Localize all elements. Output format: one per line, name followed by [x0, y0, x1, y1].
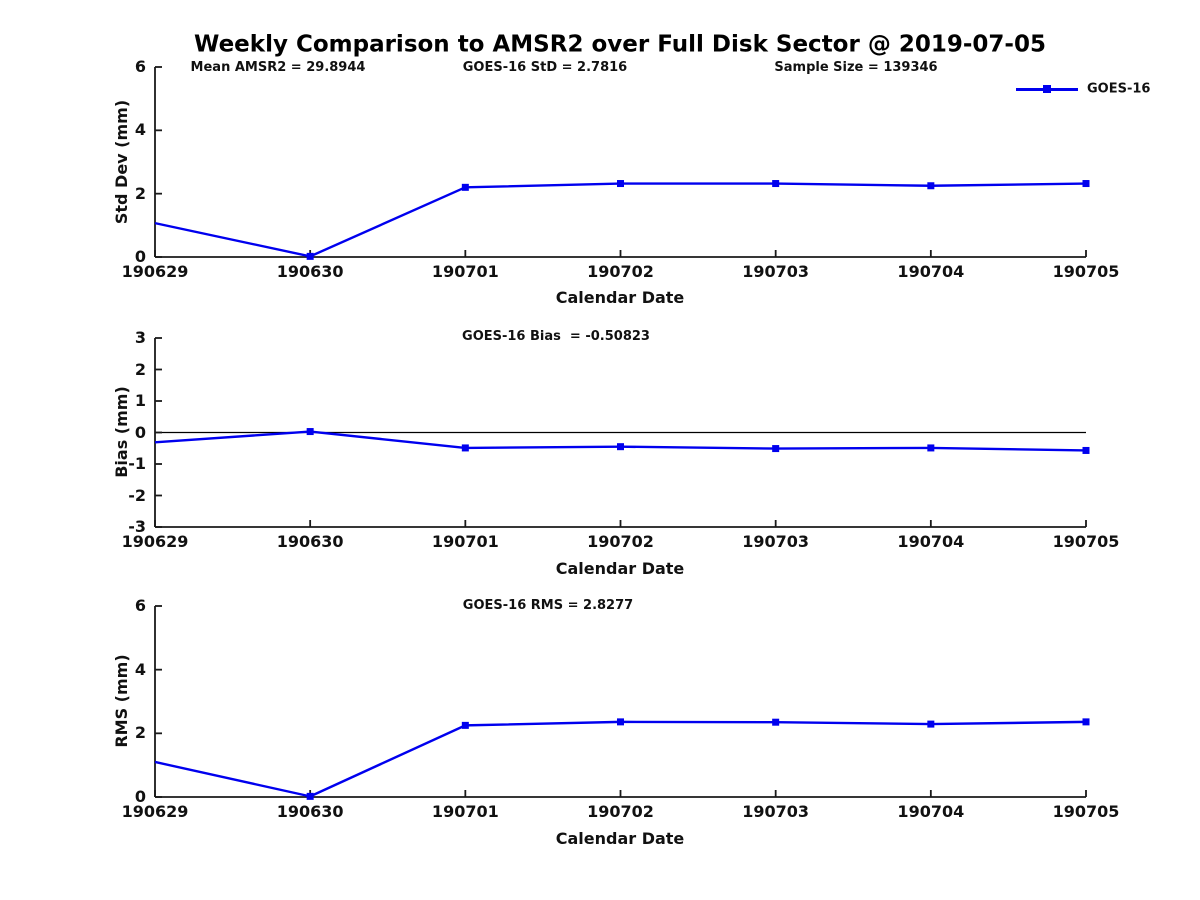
y-tick-label: 0: [134, 247, 146, 266]
x-tick-label: 190705: [1052, 802, 1120, 821]
annotation-goes16-bias: GOES-16 Bias = -0.50823: [462, 328, 650, 344]
x-tick-label: 190630: [276, 532, 344, 551]
y-tick-label: 0: [134, 787, 146, 806]
data-point-marker: [617, 180, 624, 188]
x-axis-label-calendar-date-2: Calendar Date: [555, 559, 685, 579]
y-tick-label: -1: [128, 454, 146, 473]
y-tick-label: -3: [128, 517, 146, 536]
legend-square-marker-icon: [1043, 85, 1051, 93]
x-tick-label: 190705: [1052, 262, 1120, 281]
data-point-marker: [306, 792, 314, 800]
y-tick-label: 0: [134, 422, 146, 442]
y-tick-label: 1: [134, 391, 146, 410]
data-point-marker: [772, 718, 780, 726]
series-line-GOES-16: [154, 720, 1087, 798]
data-point-marker: [1082, 180, 1090, 188]
chart-title: Weekly Comparison to AMSR2 over Full Dis…: [194, 31, 1046, 58]
x-axis-label-calendar-date-3: Calendar Date: [555, 829, 685, 849]
x-tick-label: 190701: [431, 802, 499, 821]
x-tick-label: 190629: [121, 262, 189, 281]
x-tick-label: 190702: [587, 802, 654, 821]
y-tick-label: 6: [134, 596, 146, 615]
data-point-marker: [927, 720, 935, 728]
x-tick-label: 190704: [897, 262, 965, 281]
annotation-mean-amsr2: Mean AMSR2 = 29.8944: [190, 59, 366, 75]
x-tick-label: 190703: [742, 532, 810, 551]
x-tick-label: 190701: [431, 532, 499, 551]
y-tick-label: -2: [128, 485, 146, 505]
x-tick-label: 190629: [121, 532, 189, 551]
data-point-marker: [306, 252, 314, 260]
y-axis-label-std-dev: Std Dev (mm): [112, 99, 132, 225]
x-tick-label: 190703: [742, 802, 810, 821]
data-point-marker: [461, 721, 469, 729]
data-point-marker: [306, 428, 314, 436]
y-tick-label: 2: [134, 359, 146, 379]
x-tick-label: 190630: [276, 262, 344, 281]
legend: GOES-16: [1016, 81, 1166, 97]
legend-label: GOES-16: [1087, 81, 1151, 97]
data-point-marker: [1082, 718, 1090, 726]
data-point-marker: [772, 445, 780, 453]
x-tick-label: 190703: [742, 262, 810, 281]
y-tick-label: 4: [134, 120, 146, 140]
x-tick-label: 190630: [276, 802, 344, 821]
x-tick-label: 190629: [121, 802, 189, 821]
annotation-goes16-rms: GOES-16 RMS = 2.8277: [462, 597, 634, 613]
x-tick-label: 190705: [1052, 532, 1120, 551]
x-tick-label: 190701: [431, 262, 499, 281]
data-point-marker: [461, 444, 469, 452]
data-point-marker: [617, 443, 624, 451]
x-axis-label-calendar-date-1: Calendar Date: [555, 288, 685, 308]
x-tick-label: 190704: [897, 532, 965, 551]
annotation-goes16-std: GOES-16 StD = 2.7816: [462, 59, 628, 75]
data-point-marker: [1082, 446, 1090, 454]
y-tick-label: 6: [134, 57, 146, 76]
y-tick-label: 4: [134, 659, 146, 679]
y-tick-label: 2: [134, 183, 146, 203]
x-tick-label: 190702: [587, 532, 654, 551]
x-tick-label: 190704: [897, 802, 965, 821]
data-point-marker: [461, 183, 469, 191]
data-point-marker: [772, 180, 780, 188]
y-tick-label: 3: [134, 328, 146, 347]
data-point-marker: [927, 444, 935, 452]
annotation-sample-size: Sample Size = 139346: [774, 59, 938, 75]
data-point-marker: [617, 718, 624, 726]
y-tick-label: 2: [134, 723, 146, 743]
data-point-marker: [927, 182, 935, 190]
series-line-GOES-16: [154, 182, 1087, 258]
x-tick-label: 190702: [587, 262, 654, 281]
